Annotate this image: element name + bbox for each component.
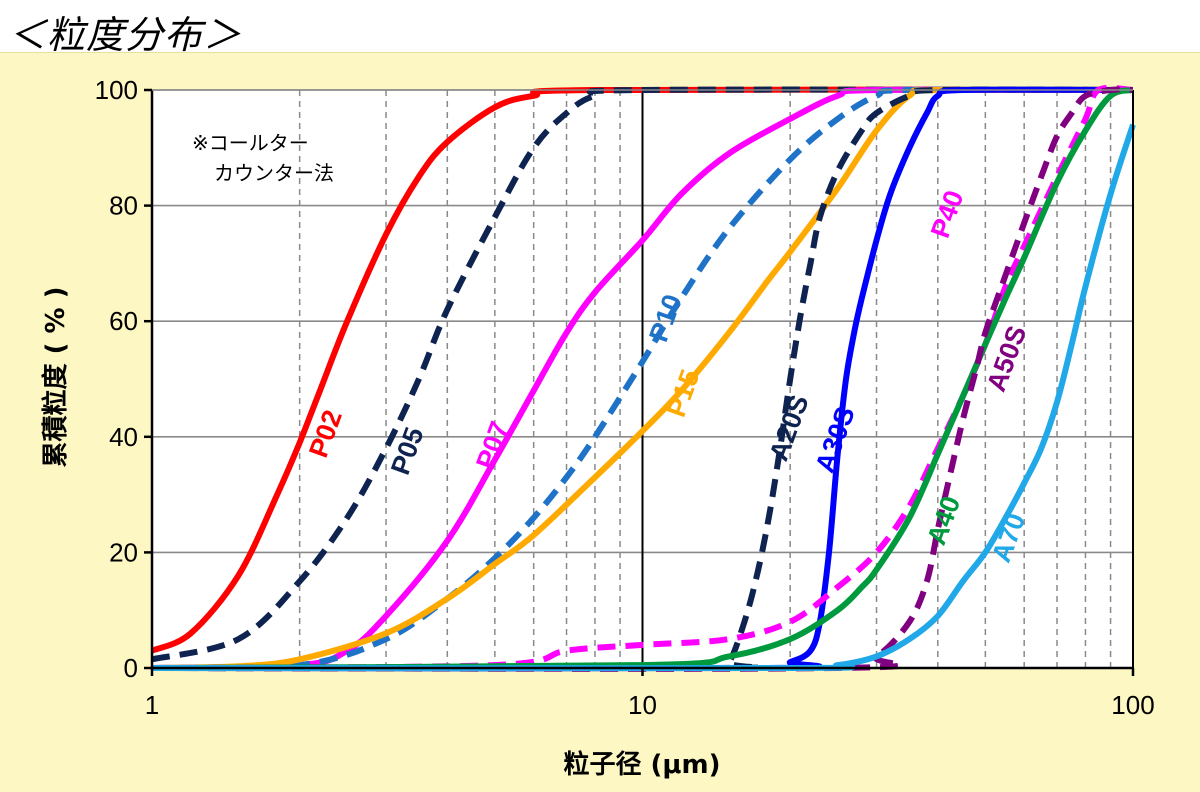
y-tick-label: 80 bbox=[109, 191, 138, 221]
y-tick-label: 0 bbox=[124, 653, 138, 683]
x-tick-label: 10 bbox=[628, 690, 657, 720]
y-tick-label: 60 bbox=[109, 306, 138, 336]
series-line-p10 bbox=[151, 86, 1134, 672]
series-line-a20s bbox=[151, 86, 1134, 672]
x-tick-label: 1 bbox=[145, 690, 159, 720]
plot-frame bbox=[144, 88, 1135, 676]
series-line-p15 bbox=[151, 86, 1134, 671]
y-axis-title: 累積粒度 ( % ) bbox=[40, 287, 71, 468]
chart-panel: 0 20 40 60 80 100 1 10 100 P02 P05 P07 P10 P15 A20S A3… bbox=[0, 52, 1200, 792]
page-title: ＜粒度分布＞ bbox=[8, 13, 243, 57]
series-line-a40 bbox=[151, 87, 1134, 671]
note-line-1: ※コールター bbox=[192, 131, 309, 155]
series-line-p40 bbox=[151, 84, 1134, 671]
y-tick-label: 20 bbox=[109, 537, 138, 567]
note-line-2: カウンター法 bbox=[214, 161, 334, 185]
x-tick-label: 100 bbox=[1111, 690, 1154, 720]
y-tick-label: 40 bbox=[109, 422, 138, 452]
y-tick-label: 100 bbox=[95, 75, 138, 105]
tick-labels: 0 20 40 60 80 100 1 10 100 bbox=[95, 75, 1155, 720]
x-axis-title: 粒子径 (μm) bbox=[563, 749, 720, 780]
